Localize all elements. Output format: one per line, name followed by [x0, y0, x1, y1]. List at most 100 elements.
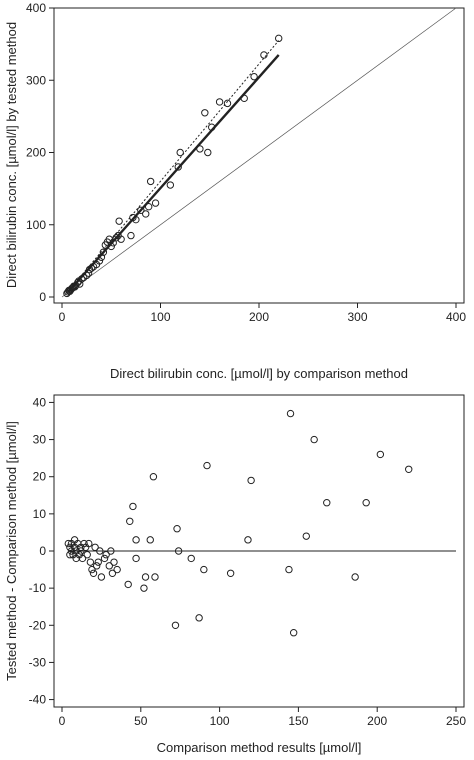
x-tick-label: 150: [288, 714, 308, 728]
data-point: [66, 543, 74, 551]
x-tick-label: 200: [367, 714, 387, 728]
data-point: [82, 271, 91, 280]
data-point: [99, 248, 108, 256]
x-axis-label: Comparison method results [µmol/l]: [157, 740, 362, 755]
data-point: [91, 543, 99, 551]
data-point: [223, 99, 232, 108]
data-point: [86, 558, 95, 566]
data-points: [64, 409, 413, 637]
data-point: [126, 517, 134, 525]
data-point: [310, 435, 318, 444]
data-point: [64, 539, 73, 548]
x-tick-label: 50: [134, 714, 148, 728]
data-point: [113, 565, 121, 574]
data-point: [376, 450, 385, 459]
data-point: [289, 629, 298, 637]
bland-altman-plot: 0 50 100 150 200 250 -40 -30 -20 -10 0 10 20 30 40 Com…: [4, 394, 466, 755]
plot-frame: [53, 7, 465, 304]
data-point: [250, 72, 258, 81]
data-point: [85, 539, 93, 548]
data-point: [149, 473, 158, 481]
data-point: [215, 98, 224, 106]
data-point: [173, 525, 181, 533]
data-point: [142, 210, 150, 218]
data-point: [362, 499, 370, 507]
identity-line: [61, 7, 457, 298]
data-point: [88, 565, 96, 574]
x-tick-label: 200: [249, 310, 269, 324]
data-point: [166, 181, 175, 189]
data-point: [174, 163, 182, 171]
y-tick-label: 30: [33, 433, 47, 447]
x-tick-label: 300: [347, 310, 367, 324]
x-tick-label: 0: [59, 310, 66, 324]
data-point: [226, 569, 235, 577]
data-point: [94, 558, 102, 566]
data-point: [201, 109, 209, 117]
data-point: [286, 409, 295, 418]
axis-ticks: 0 100 200 300 400 0 100 200 300 400: [26, 1, 466, 324]
data-point: [66, 551, 74, 559]
data-point: [171, 621, 180, 629]
data-point: [285, 565, 293, 574]
data-point: [195, 614, 203, 622]
y-tick-label: 200: [26, 146, 46, 160]
y-tick-label: 100: [26, 218, 46, 232]
y-tick-label: 40: [33, 395, 47, 409]
data-point: [302, 532, 310, 540]
data-point: [151, 573, 159, 581]
data-point: [107, 242, 115, 251]
data-point: [174, 547, 183, 555]
data-point: [146, 177, 155, 186]
data-point: [204, 148, 212, 157]
data-point: [127, 231, 135, 240]
y-axis-label: Tested method - Comparison method [µmol/…: [4, 421, 19, 681]
data-point: [95, 257, 104, 265]
data-point: [203, 461, 211, 470]
data-point: [244, 536, 252, 544]
y-tick-label: 20: [33, 470, 47, 484]
data-point: [140, 584, 148, 592]
data-point: [89, 569, 98, 577]
x-tick-label: 400: [446, 310, 466, 324]
data-points: [63, 34, 283, 298]
scatter-plot-method-comparison: 0 100 200 300 400 0 100 200 300 400 Direct biliru…: [4, 1, 466, 381]
thick-line: [66, 54, 280, 295]
data-point: [351, 573, 359, 581]
data-point: [108, 569, 117, 577]
data-point: [78, 275, 86, 283]
data-point: [76, 280, 84, 288]
data-point: [196, 145, 204, 153]
data-point: [115, 217, 123, 225]
regression-lines: [61, 7, 457, 298]
data-point: [105, 562, 113, 570]
data-point: [240, 94, 248, 103]
data-point: [208, 123, 216, 131]
data-point: [132, 215, 140, 224]
x-axis-label: Direct bilirubin conc. [µmol/l] by compa…: [110, 366, 408, 381]
data-point: [112, 234, 120, 242]
data-point: [97, 253, 106, 261]
x-tick-label: 0: [59, 714, 66, 728]
data-point: [96, 547, 104, 555]
data-point: [132, 536, 140, 544]
x-tick-label: 100: [210, 714, 230, 728]
data-point: [141, 573, 150, 581]
x-tick-label: 250: [446, 714, 466, 728]
data-point: [97, 573, 106, 581]
data-point: [78, 554, 87, 563]
data-point: [187, 554, 195, 563]
data-point: [83, 551, 91, 559]
data-point: [260, 51, 268, 59]
data-point: [200, 565, 208, 574]
data-point: [102, 551, 110, 559]
data-point: [144, 202, 153, 211]
y-tick-label: 300: [26, 73, 46, 87]
data-point: [146, 536, 154, 544]
data-point: [132, 554, 140, 563]
data-point: [110, 558, 118, 566]
y-tick-label: -10: [29, 581, 47, 595]
y-tick-label: -30: [29, 655, 47, 669]
y-tick-label: 0: [39, 290, 46, 304]
